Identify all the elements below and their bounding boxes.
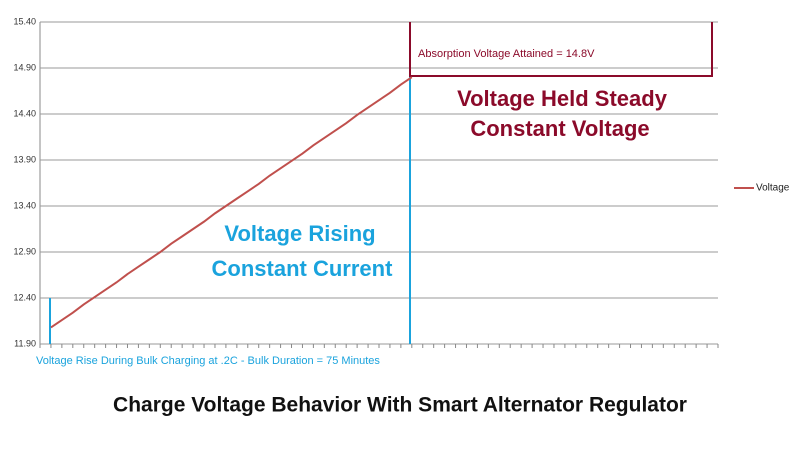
- y-tick-label: 13.40: [13, 200, 36, 210]
- y-tick-label: 15.40: [13, 16, 36, 26]
- annotation: Voltage Rise During Bulk Charging at .2C…: [36, 355, 380, 367]
- chart-title: Charge Voltage Behavior With Smart Alter…: [113, 394, 687, 417]
- y-tick-label: 12.40: [13, 292, 36, 302]
- annotation: Voltage Rising: [224, 221, 375, 246]
- y-tick-label: 12.90: [13, 246, 36, 256]
- y-tick-label: 14.90: [13, 62, 36, 72]
- legend-label: Voltage: [756, 183, 790, 194]
- y-tick-label: 11.90: [14, 338, 36, 348]
- annotation: Constant Current: [212, 256, 394, 281]
- annotation-box: [409, 22, 713, 77]
- annotation: Voltage Held Steady: [457, 86, 668, 111]
- y-tick-label: 13.90: [13, 154, 36, 164]
- y-tick-label: 14.40: [13, 108, 36, 118]
- annotation: Absorption Voltage Attained = 14.8V: [418, 48, 595, 60]
- annotation: Constant Voltage: [470, 116, 649, 141]
- series-line: [50, 76, 413, 329]
